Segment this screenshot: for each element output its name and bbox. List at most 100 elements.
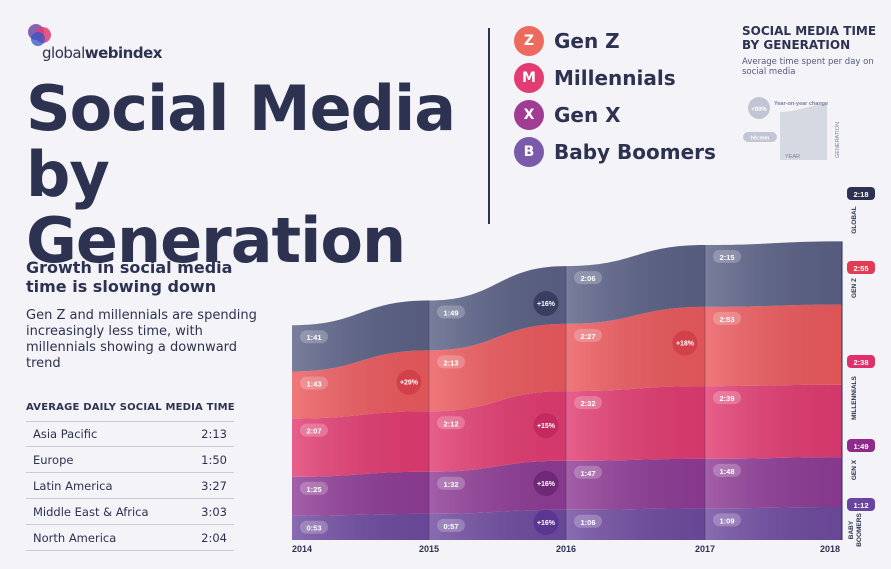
data-label: 2:06 xyxy=(580,274,595,283)
region-table: Asia Pacific 2:13 Europe 1:50 Latin America 3… xyxy=(26,421,234,551)
data-label: 1:06 xyxy=(580,518,595,527)
change-badge-label: +16% xyxy=(537,301,556,308)
legend-badge-gen-x: X xyxy=(514,100,544,130)
data-label: 1:32 xyxy=(443,480,458,489)
legend-label-gen-z: Gen Z xyxy=(554,29,620,53)
data-label-pill xyxy=(713,391,741,405)
section-body: Gen Z and millennials are spending incre… xyxy=(26,308,257,371)
change-badge xyxy=(533,290,559,316)
end-value-label: 2:55 xyxy=(853,264,868,273)
data-label: 2:39 xyxy=(719,394,734,403)
data-label-pill xyxy=(713,513,741,527)
change-badge-label: +16% xyxy=(537,520,556,527)
end-value-label: 1:49 xyxy=(853,442,868,451)
page-title: Social Media by Generation xyxy=(26,72,456,277)
table-row: Asia Pacific 2:13 xyxy=(26,421,234,447)
legend-label-gen-x: Gen X xyxy=(554,103,621,127)
region-name: Latin America xyxy=(33,478,113,493)
data-label-pill xyxy=(300,423,328,437)
key-subtitle: Average time spent per day on social med… xyxy=(742,57,874,77)
data-label: 1:09 xyxy=(719,516,734,525)
data-label-pill xyxy=(437,305,465,319)
data-label-pill xyxy=(300,520,328,534)
end-value-pill xyxy=(847,261,875,274)
end-value-pill xyxy=(847,355,875,368)
change-badge-label: +18% xyxy=(676,341,695,348)
change-badge xyxy=(396,369,422,395)
data-label-pill xyxy=(713,250,741,264)
data-label: 2:32 xyxy=(580,399,595,408)
key-badge-desc: Year-on-year change xyxy=(774,101,828,107)
x-tick-label: 2014 xyxy=(292,544,312,554)
end-value-label: 2:18 xyxy=(853,190,868,199)
legend-item-millennials: M Millennials xyxy=(514,63,676,93)
data-label-pill xyxy=(437,355,465,369)
vertical-divider xyxy=(488,28,490,224)
key-title: SOCIAL MEDIA TIME BY GENERATION xyxy=(742,24,877,52)
change-badge xyxy=(533,470,559,496)
end-value-label: 2:38 xyxy=(853,358,868,367)
legend-badge-millennials: M xyxy=(514,63,544,93)
data-label: 1:47 xyxy=(580,469,595,478)
key-time-pill xyxy=(743,132,777,142)
data-label-pill xyxy=(574,328,602,342)
region-name: North America xyxy=(33,530,117,545)
x-tick-label: 2015 xyxy=(419,544,439,554)
data-label-pill xyxy=(437,476,465,490)
legend-badge-gen-z: Z xyxy=(514,26,544,56)
end-value-pill xyxy=(847,498,875,511)
x-tick-label: 2017 xyxy=(695,544,715,554)
data-label: 0:57 xyxy=(443,522,458,531)
segment-shade xyxy=(566,245,705,540)
region-time: 1:50 xyxy=(201,452,227,467)
region-time: 3:27 xyxy=(201,478,227,493)
data-label: 2:07 xyxy=(306,427,321,436)
data-label: 2:13 xyxy=(443,358,458,367)
segment-shade xyxy=(705,241,842,540)
legend-item-gen-z: Z Gen Z xyxy=(514,26,620,56)
data-label-pill xyxy=(300,481,328,495)
table-title: AVERAGE DAILY SOCIAL MEDIA TIME xyxy=(26,402,235,413)
data-label-pill xyxy=(437,416,465,430)
data-label-pill xyxy=(574,514,602,528)
change-badge xyxy=(533,509,559,535)
key-badge-label: +00% xyxy=(751,107,767,113)
table-row: Latin America 3:27 xyxy=(26,473,234,499)
key-badge-desc-text: Year-on-year change xyxy=(774,101,828,107)
legend-label-baby-boomers: Baby Boomers xyxy=(554,140,716,164)
x-tick-label: 2018 xyxy=(820,544,840,554)
end-value-label: 1:12 xyxy=(853,501,868,510)
data-label-pill xyxy=(574,396,602,410)
region-name: Asia Pacific xyxy=(33,427,98,441)
data-label: 1:41 xyxy=(306,333,321,342)
series-side-label: GEN Z xyxy=(851,278,858,298)
data-label-pill xyxy=(437,518,465,532)
logo-wordmark: globalwebindex xyxy=(42,44,162,62)
key-time-label: hh:mm xyxy=(751,136,769,142)
data-label-pill xyxy=(713,311,741,325)
data-label: 2:27 xyxy=(580,332,595,341)
legend-item-baby-boomers: B Baby Boomers xyxy=(514,137,716,167)
table-row: Europe 1:50 xyxy=(26,447,234,473)
change-badge xyxy=(672,330,698,356)
data-label: 1:48 xyxy=(719,467,734,476)
data-label: 2:15 xyxy=(719,253,734,262)
region-time: 2:13 xyxy=(201,427,227,441)
data-label: 1:43 xyxy=(306,379,321,388)
data-label: 0:53 xyxy=(306,524,321,533)
region-name: Middle East & Africa xyxy=(33,504,149,519)
data-label: 2:12 xyxy=(443,419,458,428)
series-side-label: MILLENNIALS xyxy=(851,375,858,419)
change-badge-label: +15% xyxy=(537,423,556,430)
region-time: 2:04 xyxy=(201,530,227,545)
data-label-pill xyxy=(300,330,328,344)
section-subheading: Growth in social media time is slowing d… xyxy=(26,258,233,296)
segment-shade xyxy=(292,300,429,540)
end-value-pill xyxy=(847,187,875,200)
segment-shade xyxy=(429,266,566,540)
key-graphic: +00% Year-on-year change hh:mm YEAR GENE… xyxy=(743,97,841,160)
legend-badge-baby-boomers: B xyxy=(514,137,544,167)
globalwebindex-logo xyxy=(28,24,51,46)
series-side-label-line: BOOMERS xyxy=(856,513,863,547)
